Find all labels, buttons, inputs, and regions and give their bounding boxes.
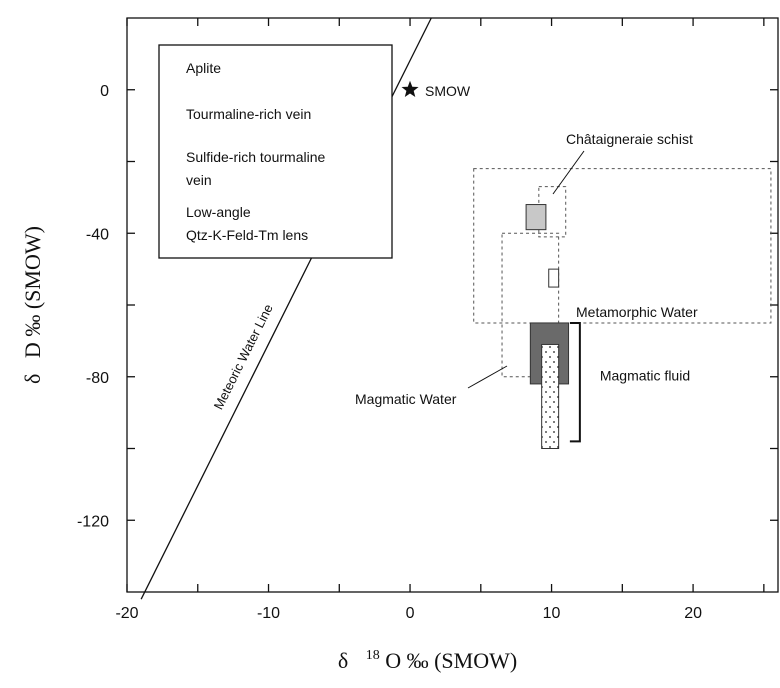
sample-aplite — [525, 204, 547, 231]
chataigneraie-schist-leader — [552, 150, 585, 195]
smow-label: SMOW — [425, 83, 471, 99]
legend-item-sulfide-rich-line1: Sulfide-rich tourmaline — [186, 149, 325, 165]
sample-boxes — [525, 204, 570, 449]
x-tick-labels: -20 -10 0 10 20 — [115, 605, 702, 622]
tick-marks — [126, 18, 778, 592]
x-tick-label: 0 — [406, 605, 415, 622]
legend-item-tourmaline-rich-vein: Tourmaline-rich vein — [186, 106, 311, 122]
metamorphic-water-label: Metamorphic Water — [576, 304, 698, 320]
sample-tourmaline-rich-vein — [548, 268, 560, 288]
y-tick-labels: 0 -40 -80 -120 — [77, 83, 109, 531]
smow-star-icon — [401, 80, 419, 97]
x-tick-label: 10 — [543, 605, 561, 622]
y-tick-label: 0 — [100, 83, 109, 100]
magmatic-water-leader — [467, 365, 508, 389]
y-tick-label: -80 — [86, 370, 109, 387]
x-axis-title: δ 18 O ‰ (SMOW) — [338, 639, 517, 673]
field-metamorphic_water — [473, 168, 772, 324]
magmatic-water-label: Magmatic Water — [355, 391, 457, 407]
magmatic-fluid-bracket — [569, 321, 581, 443]
chataigneraie-schist-label: Châtaigneraie schist — [566, 131, 693, 147]
legend-item-aplite: Aplite — [186, 60, 221, 76]
x-axis-title-prefix: δ — [338, 648, 348, 673]
y-axis-title-prefix: δ — [20, 374, 45, 384]
y-axis-title: δ D ‰ (SMOW) — [20, 226, 45, 384]
legend-item-sulfide-rich-line2: vein — [186, 172, 212, 188]
x-axis-title-main: O ‰ (SMOW) — [385, 648, 517, 673]
x-tick-label: -10 — [257, 605, 280, 622]
y-tick-label: -40 — [86, 226, 109, 243]
magmatic-fluid-label: Magmatic fluid — [600, 367, 690, 383]
legend: Aplite Tourmaline-rich vein Sulfide-rich… — [158, 44, 393, 259]
legend-item-low-angle-line1: Low-angle — [186, 204, 251, 220]
legend-item-low-angle-line2: Qtz-K-Feld-Tm lens — [186, 227, 308, 243]
field-chataigneraie_schist — [538, 186, 567, 238]
x-tick-label: -20 — [115, 605, 138, 622]
y-axis-title-main: D ‰ (SMOW) — [20, 226, 45, 358]
legend-box — [158, 44, 393, 259]
y-tick-label: -120 — [77, 513, 109, 530]
x-tick-label: 20 — [684, 605, 702, 622]
fluid-fields — [473, 168, 772, 378]
sample-low-angle-qtz-k-feld-tm-lens — [541, 343, 560, 449]
x-axis-title-superscript: 18 — [366, 648, 380, 663]
